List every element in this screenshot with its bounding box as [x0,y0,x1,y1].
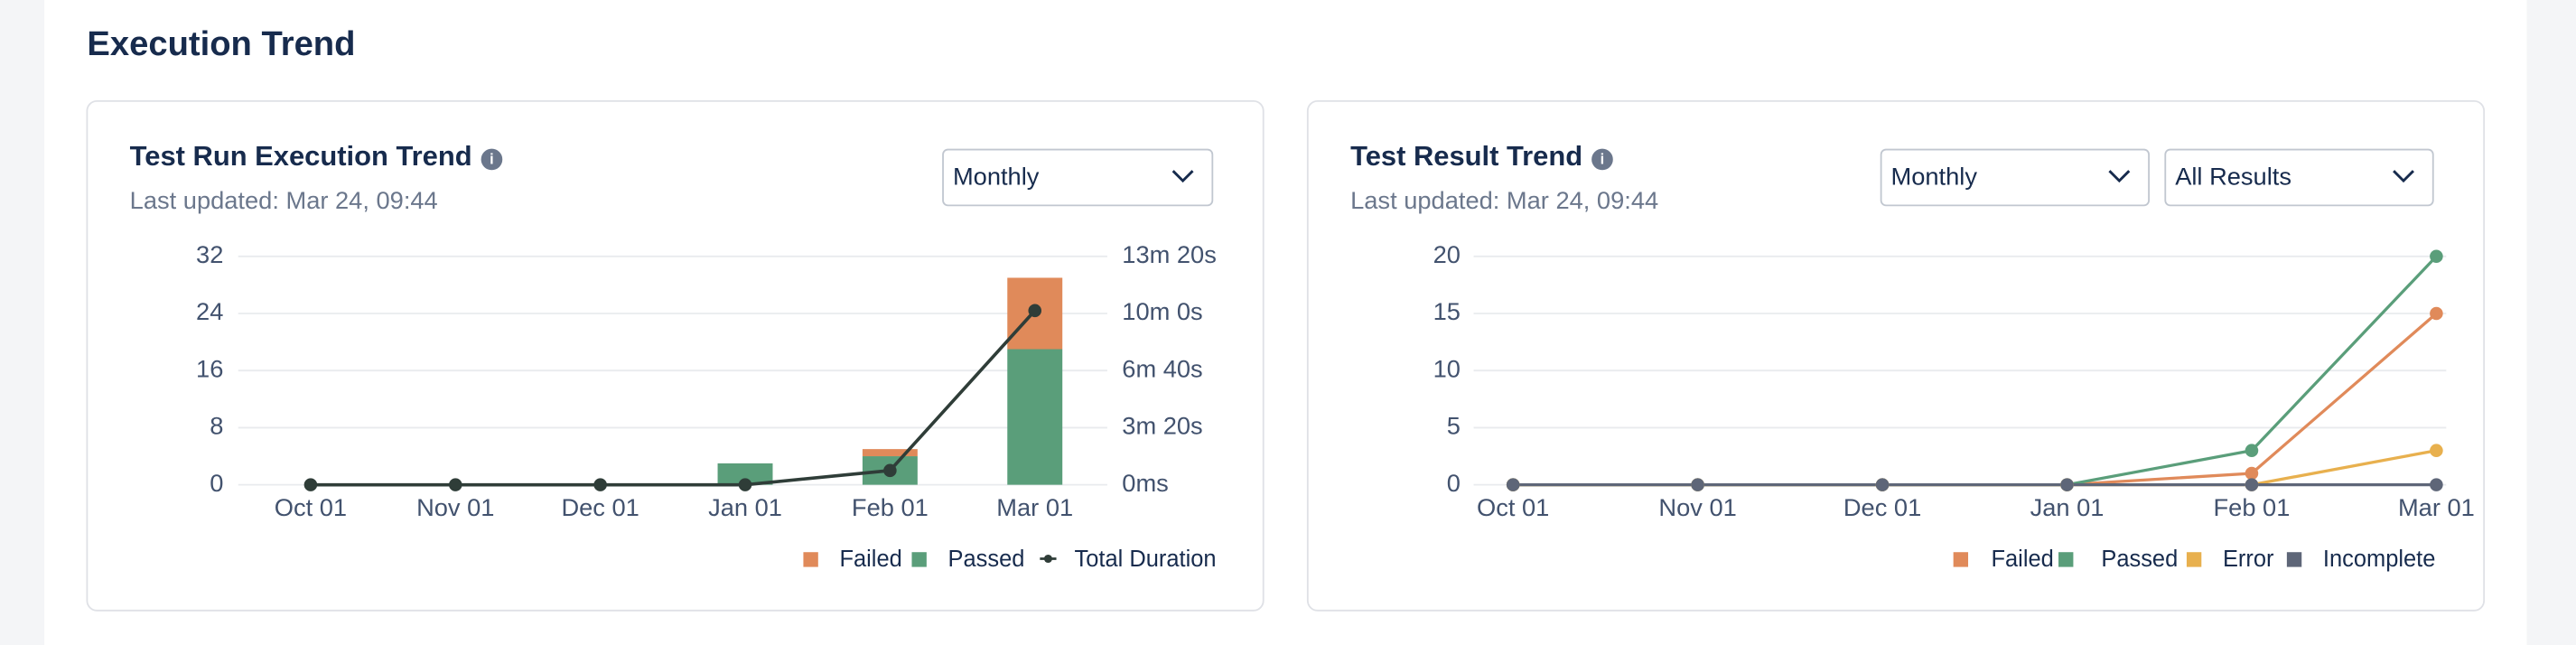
series-point [2245,444,2259,457]
series-point [2245,478,2259,491]
series-point [2430,249,2443,264]
legend-label[interactable]: Error [2223,547,2274,572]
dropdown-chevron [1171,170,1194,183]
panel-subtitle: Last updated: Mar 24, 09:44 [1350,186,1658,214]
bar-segment [862,449,918,457]
legend-label[interactable]: Incomplete [2323,547,2436,572]
y2-tick-label: 10m 0s [1122,297,1202,325]
y-tick-label: 16 [196,354,223,382]
x-tick-label: Oct 01 [1477,493,1549,521]
x-tick-label: Feb 01 [2214,493,2291,521]
series-point [449,478,462,491]
series-point [593,478,607,491]
y2-tick-label: 13m 20s [1122,240,1217,268]
dropdown[interactable] [1880,148,2151,207]
panel [1306,99,2486,612]
panel-title: Test Run Execution Trend [130,140,472,172]
info-icon-glyph: i [490,152,494,168]
legend-label[interactable]: Passed [2101,547,2178,572]
legend-swatch [911,552,927,567]
legend-marker [1043,554,1052,564]
x-tick-label: Oct 01 [275,493,347,521]
series-point [2430,306,2443,321]
legend-label[interactable]: Failed [1991,547,2053,572]
dropdown[interactable] [2164,148,2434,207]
dropdown-label[interactable]: Monthly [1891,163,1978,191]
series-point [2060,478,2074,491]
info-icon[interactable] [481,148,503,171]
series-point [883,463,897,478]
series-point [2245,466,2259,481]
y-tick-label: 24 [196,297,223,325]
series-point [1691,478,1704,491]
legend-swatch [2058,552,2074,567]
x-tick-label: Nov 01 [416,493,494,521]
y2-tick-label: 3m 20s [1122,412,1202,440]
series-point [2430,478,2443,491]
series-line [310,309,1037,487]
series-point [1506,478,1520,491]
bar-segment [717,463,773,485]
x-tick-label: Mar 01 [996,493,1073,521]
series-point [1875,478,1890,491]
legend-label[interactable]: Total Duration [1075,547,1217,572]
y-tick-label: 0 [1447,469,1461,497]
dropdown-chevron [2393,170,2414,183]
dropdown[interactable] [942,148,1214,207]
x-tick-label: Nov 01 [1658,493,1736,521]
y2-tick-label: 6m 40s [1122,354,1202,382]
y-tick-label: 8 [210,412,223,440]
x-tick-label: Dec 01 [561,493,639,521]
y-tick-label: 0 [210,469,223,497]
x-tick-label: Dec 01 [1843,493,1921,521]
dropdown-label[interactable]: All Results [2175,163,2291,191]
legend-swatch [803,552,818,567]
y-tick-label: 5 [1447,412,1461,440]
y-tick-label: 32 [196,240,223,268]
y-tick-label: 15 [1433,297,1461,325]
x-tick-label: Jan 01 [2030,493,2105,521]
legend-label[interactable]: Failed [839,547,901,572]
dropdown-chevron [2108,170,2131,183]
y-tick-label: 10 [1433,354,1461,382]
bar-segment [1007,349,1063,485]
x-tick-label: Jan 01 [708,493,782,521]
info-icon-glyph: i [1601,152,1605,168]
x-tick-label: Mar 01 [2398,493,2475,521]
panel-subtitle: Last updated: Mar 24, 09:44 [130,186,438,214]
section-title: Execution Trend [87,24,355,63]
info-icon[interactable] [1591,148,1613,171]
y2-tick-label: 0ms [1122,469,1169,497]
legend-swatch [2286,552,2302,567]
legend-swatch [2186,552,2202,567]
series-point [738,478,752,491]
dropdown-label[interactable]: Monthly [953,163,1040,191]
legend-swatch [1953,552,1969,567]
series-point [1028,304,1042,318]
panel-title: Test Result Trend [1350,140,1582,172]
x-tick-label: Feb 01 [852,493,929,521]
y-tick-label: 20 [1433,240,1461,268]
series-point [303,478,318,491]
series-point [2430,444,2443,457]
legend-label[interactable]: Passed [947,547,1024,572]
